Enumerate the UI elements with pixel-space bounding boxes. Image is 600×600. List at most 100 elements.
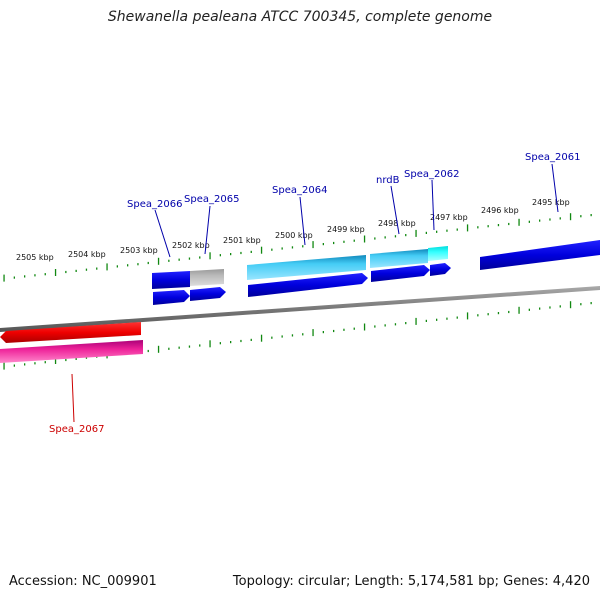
cds-arrow-nrdb[interactable] — [371, 265, 430, 282]
upper-tick-row-minor-tick — [178, 258, 180, 261]
upper-tick-row-major-tick — [415, 229, 417, 237]
upper-tick-row-minor-tick — [127, 264, 129, 267]
scale-label: 2500 kbp — [275, 231, 313, 240]
upper-tick-row-minor-tick — [75, 269, 77, 272]
gene-label-lines — [71, 163, 559, 423]
upper-tick-row-major-tick — [106, 263, 108, 271]
scale-label: 2499 kbp — [327, 225, 365, 234]
upper-tick-row-minor-tick — [343, 240, 345, 243]
leader-line-spea-2064 — [299, 196, 306, 246]
upper-tick-row-minor-tick — [24, 275, 26, 278]
cds-arrow-spea-2064[interactable] — [248, 273, 368, 297]
gene-label-spea-2061[interactable]: Spea_2061 — [525, 152, 580, 163]
lower-tick-row-minor-tick — [508, 310, 510, 314]
gene-label-spea-2065[interactable]: Spea_2065 — [184, 194, 239, 205]
scale-label: 2496 kbp — [481, 206, 519, 215]
gene-label-spea-2067[interactable]: Spea_2067 — [49, 424, 104, 435]
lower-tick-row-major-tick — [312, 329, 314, 337]
upper-tick-row-minor-tick — [405, 234, 407, 237]
lower-tick-row-major-tick — [157, 345, 160, 353]
feature-block-nrdb[interactable] — [370, 249, 428, 268]
cds-arrow-spea-2062[interactable] — [430, 263, 451, 276]
lower-tick-row-minor-tick — [446, 317, 448, 320]
cds-arrow-spea-2066[interactable] — [153, 290, 190, 305]
lower-tick-row-major-tick — [569, 301, 572, 309]
cds-arrow-spea-2061[interactable] — [480, 240, 600, 270]
upper-tick-row-minor-tick — [199, 256, 201, 259]
leader-line-spea-2066 — [154, 209, 171, 258]
feature-block-spea-2064[interactable] — [247, 255, 366, 280]
upper-tick-row-major-tick — [3, 274, 5, 282]
feature-block-spea-2065[interactable] — [190, 269, 224, 286]
leader-line-nrdb — [390, 185, 400, 235]
genome-backbone — [0, 286, 600, 332]
scale-labels: 2505 kbp 2504 kbp 2503 kbp 2502 kbp 2501… — [16, 198, 570, 262]
upper-tick-row-minor-tick — [34, 274, 36, 277]
scale-label: 2497 kbp — [430, 213, 468, 222]
upper-tick-row-minor-tick — [322, 243, 324, 246]
upper-tick-row-major-tick — [466, 224, 469, 232]
upper-tick-row-minor-tick — [539, 219, 541, 222]
upper-tick-row-minor-tick — [477, 226, 479, 229]
upper-tick-row-minor-tick — [559, 217, 561, 220]
upper-tick-row-minor-tick — [281, 247, 283, 250]
lower-tick-row-minor-tick — [147, 349, 149, 353]
lower-tick-row-minor-tick — [75, 357, 77, 360]
upper-tick-row-minor-tick — [137, 263, 139, 266]
gene-label-spea-2064[interactable]: Spea_2064 — [272, 185, 327, 196]
lower-tick-row-major-tick — [518, 306, 520, 314]
lower-tick-row-minor-tick — [497, 312, 500, 315]
upper-tick-row-minor-tick — [456, 228, 458, 231]
lower-tick-row-major-tick — [363, 323, 366, 331]
scale-label: 2505 kbp — [16, 253, 54, 262]
lower-tick-row-major-tick — [415, 317, 417, 325]
feature-block-spea-2062[interactable] — [428, 246, 448, 261]
lower-tick-row-minor-tick — [456, 316, 458, 319]
lower-tick-row-minor-tick — [343, 328, 345, 331]
feature-block-spea-2067[interactable] — [0, 340, 143, 363]
lower-tick-row-minor-tick — [384, 324, 386, 327]
lower-tick-row-minor-tick — [559, 305, 561, 308]
lower-tick-row-major-tick — [54, 357, 57, 364]
upper-tick-row-major-tick — [518, 218, 520, 226]
upper-tick-row-minor-tick — [116, 265, 118, 268]
upper-tick-row-minor-tick — [446, 229, 448, 232]
upper-tick-row-minor-tick — [436, 230, 438, 233]
scale-label: 2503 kbp — [120, 246, 158, 255]
lower-tick-row-minor-tick — [291, 334, 294, 337]
feature-block-spea-2066[interactable] — [152, 271, 190, 289]
upper-tick-row-minor-tick — [497, 224, 500, 227]
lower-tick-row-minor-tick — [528, 308, 530, 311]
lower-tick-row-minor-tick — [65, 358, 67, 362]
lower-tick-row-minor-tick — [34, 362, 36, 365]
upper-tick-row-minor-tick — [353, 239, 355, 242]
upper-tick-row-major-tick — [157, 257, 160, 265]
gene-label-spea-2066[interactable]: Spea_2066 — [127, 199, 182, 210]
upper-tick-row-major-tick — [209, 252, 211, 260]
upper-tick-row-minor-tick — [302, 245, 304, 248]
upper-tick-row-minor-tick — [549, 218, 551, 221]
lower-tick-row-minor-tick — [178, 346, 180, 349]
lower-tick-row-minor-tick — [85, 356, 88, 359]
upper-tick-row-major-tick — [312, 241, 314, 249]
upper-tick-row-minor-tick — [271, 248, 273, 251]
map-title: Shewanella pealeana ATCC 700345, complet… — [107, 9, 493, 25]
lower-tick-row-minor-tick — [394, 323, 397, 326]
upper-tick-row-minor-tick — [487, 225, 489, 228]
upper-tick-row-minor-tick — [168, 259, 170, 262]
lower-tick-row-minor-tick — [24, 363, 26, 366]
upper-tick-row-minor-tick — [590, 214, 592, 217]
lower-tick-row-minor-tick — [322, 331, 324, 334]
upper-tick-row-minor-tick — [528, 220, 530, 223]
cds-arrow-spea-2065[interactable] — [190, 287, 226, 301]
upper-tick-row-minor-tick — [44, 273, 46, 276]
gene-label-spea-2062[interactable]: Spea_2062 — [404, 169, 459, 180]
lower-tick-row-minor-tick — [199, 344, 201, 347]
upper-tick-row-minor-tick — [291, 246, 294, 249]
cds-arrow-spea-2067[interactable] — [0, 322, 141, 343]
upper-tick-row-minor-tick — [333, 241, 335, 245]
gene-label-nrdb[interactable]: nrdB — [376, 175, 400, 186]
upper-tick-row-minor-tick — [240, 251, 242, 255]
upper-tick-row-major-tick — [569, 213, 572, 221]
scale-label: 2504 kbp — [68, 250, 106, 259]
